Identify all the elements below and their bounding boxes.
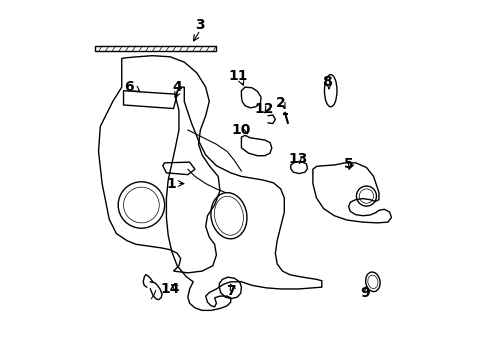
Text: 12: 12	[255, 102, 274, 116]
Text: 1: 1	[167, 176, 176, 190]
Text: 14: 14	[160, 282, 180, 296]
Text: 4: 4	[172, 80, 182, 94]
Text: 9: 9	[360, 285, 369, 300]
Text: 6: 6	[124, 80, 134, 94]
Text: 2: 2	[276, 96, 286, 110]
Text: 8: 8	[322, 75, 332, 89]
Text: 5: 5	[343, 157, 353, 171]
Text: 11: 11	[228, 69, 247, 84]
Text: 3: 3	[196, 18, 205, 32]
Text: 13: 13	[289, 152, 308, 166]
Text: 10: 10	[232, 123, 251, 137]
Text: 7: 7	[226, 284, 236, 298]
